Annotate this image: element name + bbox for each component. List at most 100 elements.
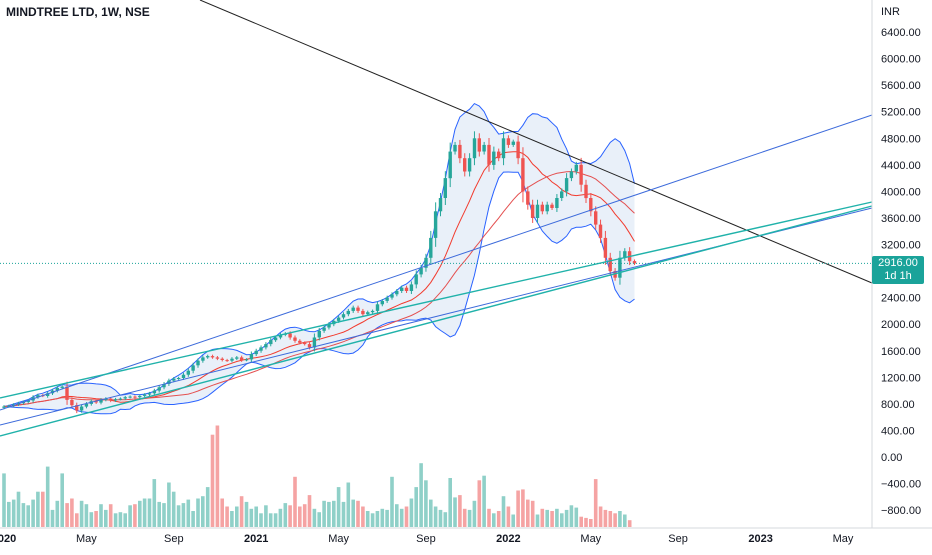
- volume-bar: [273, 513, 278, 527]
- candle-body: [235, 357, 239, 359]
- volume-bar: [210, 434, 215, 527]
- candle-body: [361, 310, 365, 315]
- volume-bar: [118, 512, 123, 527]
- candle-body: [307, 344, 312, 348]
- candle-body: [312, 337, 317, 348]
- volume-bar: [317, 512, 321, 527]
- candle-body: [196, 360, 200, 366]
- volume-bar: [283, 503, 288, 527]
- volume-bar: [45, 466, 50, 527]
- volume-bar: [133, 504, 137, 527]
- candle-body: [65, 386, 69, 400]
- time-tick-label: May: [580, 533, 601, 545]
- volume-bar: [244, 501, 249, 527]
- volume-bar: [26, 505, 30, 527]
- candle-body: [395, 291, 399, 295]
- volume-bar: [618, 511, 622, 527]
- candle-body: [118, 398, 123, 400]
- volume-bar: [220, 498, 224, 527]
- price-tick-label: 4800.00: [881, 133, 921, 145]
- price-tick-label: 0.00: [881, 452, 902, 464]
- candle-body: [45, 393, 50, 396]
- volume-bar: [424, 480, 428, 527]
- volume-bar: [385, 509, 389, 527]
- price-tick-label: 6000.00: [881, 54, 921, 66]
- candle-body: [530, 204, 535, 218]
- volume-bar: [608, 511, 613, 527]
- candle-body: [336, 317, 341, 321]
- candle-body: [526, 191, 530, 205]
- candle-body: [138, 395, 142, 398]
- volume-bar: [31, 499, 35, 527]
- candle-body: [409, 284, 414, 291]
- candle-body: [249, 354, 254, 360]
- candle-body: [453, 144, 457, 152]
- volume-bar: [152, 479, 157, 527]
- volume-bar: [16, 491, 21, 527]
- volume-bar: [579, 516, 583, 527]
- candle-body: [327, 324, 331, 328]
- volume-bar: [7, 501, 11, 527]
- volume-bar: [205, 487, 210, 527]
- candle-body: [433, 211, 438, 238]
- time-tick-label: May: [833, 533, 854, 545]
- candle-body: [351, 307, 355, 311]
- candle-body: [225, 360, 229, 362]
- volume-bar: [89, 512, 94, 527]
- volume-bar: [196, 498, 200, 527]
- candle-body: [303, 342, 307, 345]
- candle-body: [477, 138, 481, 152]
- volume-bar: [346, 482, 351, 527]
- volume-bar: [79, 500, 84, 527]
- volume-bar: [613, 513, 617, 527]
- volume-bar: [443, 512, 448, 527]
- volume-bar: [239, 496, 244, 527]
- price-tick-label: 1200.00: [881, 372, 921, 384]
- volume-bar: [438, 509, 443, 527]
- volume-bar: [419, 463, 423, 527]
- price-tick-label: 4400.00: [881, 160, 921, 172]
- volume-bar: [259, 513, 263, 527]
- candle-body: [317, 330, 321, 338]
- time-tick-label: May: [76, 533, 97, 545]
- time-tick-label: Sep: [164, 533, 184, 545]
- price-tick-label: 2000.00: [881, 319, 921, 331]
- volume-bar: [462, 508, 467, 527]
- time-tick-label: 2020: [0, 533, 16, 545]
- volume-bar: [36, 491, 40, 527]
- volume-bar: [593, 479, 598, 527]
- volume-bar: [99, 504, 103, 527]
- candle-body: [594, 211, 598, 225]
- candle-body: [167, 380, 171, 384]
- volume-bar: [569, 505, 574, 527]
- time-tick-label: May: [328, 533, 349, 545]
- candle-body: [230, 358, 234, 361]
- volume-bar: [341, 501, 346, 527]
- candle-body: [448, 151, 452, 179]
- volume-bar: [302, 504, 307, 527]
- volume-bar: [574, 507, 579, 527]
- volume-bar: [128, 505, 132, 527]
- candle-body: [370, 310, 375, 313]
- price-tick-label: 3600.00: [881, 213, 921, 225]
- volume-bar: [404, 506, 409, 527]
- candle-body: [545, 204, 549, 212]
- volume-bar: [254, 506, 258, 527]
- candle-body: [429, 237, 433, 258]
- candle-body: [104, 398, 108, 400]
- candle-body: [191, 365, 195, 371]
- candle-body: [206, 356, 210, 358]
- candle-body: [215, 357, 220, 359]
- candle-body: [443, 178, 447, 198]
- candle-body: [632, 261, 637, 264]
- volume-bar: [201, 496, 205, 527]
- last-price-value: 2916.00: [878, 257, 918, 269]
- volume-bar: [322, 500, 326, 527]
- volume-bar: [472, 500, 477, 527]
- volume-bar: [540, 508, 545, 527]
- volume-bar: [312, 508, 317, 527]
- volume-bar: [482, 475, 486, 527]
- volume-bar: [390, 476, 394, 527]
